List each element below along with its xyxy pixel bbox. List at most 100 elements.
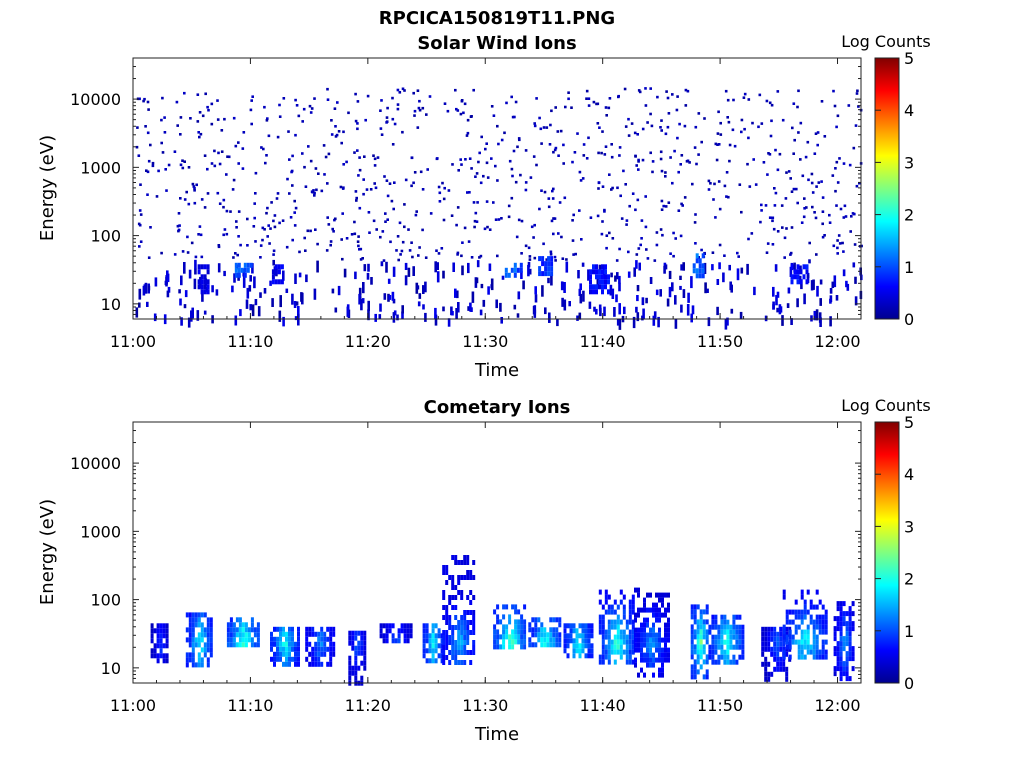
count-pixel <box>486 225 489 229</box>
count-pixel <box>836 239 839 242</box>
count-cell <box>761 646 765 652</box>
count-pixel <box>578 209 581 212</box>
count-cell <box>628 649 632 655</box>
count-pixel <box>308 104 312 108</box>
count-pixel <box>189 117 192 120</box>
count-cell <box>351 630 355 636</box>
count-pixel <box>836 181 840 184</box>
count-cell <box>226 622 230 628</box>
count-cell <box>197 264 201 270</box>
count-pixel <box>856 89 859 93</box>
count-pixel <box>636 312 640 322</box>
count-cell <box>250 617 254 623</box>
count-pixel <box>534 286 537 295</box>
count-pixel <box>624 183 627 186</box>
count-cell <box>448 575 452 580</box>
count-pixel <box>576 315 579 321</box>
count-cell <box>812 639 816 645</box>
count-cell <box>589 269 592 275</box>
count-cell <box>238 617 242 623</box>
count-cell <box>592 289 595 295</box>
count-pixel <box>660 199 664 203</box>
count-pixel <box>144 125 147 128</box>
count-cell <box>502 644 506 650</box>
count-pixel <box>418 293 422 299</box>
count-cell <box>610 649 614 655</box>
count-cell <box>773 631 777 637</box>
count-cell <box>785 644 789 650</box>
count-pixel <box>193 189 196 192</box>
count-cell <box>667 647 670 653</box>
count-cell <box>191 612 195 618</box>
count-pixel <box>191 307 194 319</box>
count-cell <box>320 636 324 642</box>
count-pixel <box>768 153 772 156</box>
count-cell <box>631 594 635 600</box>
count-cell <box>705 609 709 615</box>
count-pixel <box>549 253 553 256</box>
count-cell <box>238 627 242 633</box>
count-pixel <box>581 262 585 267</box>
count-cell <box>764 626 768 632</box>
count-pixel <box>200 198 204 201</box>
count-cell <box>640 607 643 613</box>
count-pixel <box>213 164 217 168</box>
count-pixel <box>601 185 605 188</box>
count-pixel <box>330 133 334 136</box>
count-pixel <box>437 252 441 255</box>
count-cell <box>726 659 730 665</box>
count-cell <box>159 628 163 634</box>
count-pixel <box>513 115 516 119</box>
count-cell <box>637 642 640 648</box>
count-cell <box>460 640 464 645</box>
count-cell <box>288 631 291 637</box>
count-pixel <box>609 284 613 296</box>
count-cell <box>604 634 608 640</box>
count-pixel <box>367 211 371 214</box>
count-pixel <box>485 142 488 145</box>
count-cell <box>425 638 429 644</box>
count-cell <box>622 604 626 610</box>
count-cell <box>836 666 840 672</box>
count-cell <box>705 629 709 635</box>
count-pixel <box>235 220 238 223</box>
count-cell <box>732 634 736 640</box>
count-cell <box>550 256 554 262</box>
count-cell <box>253 627 257 633</box>
count-pixel <box>684 104 688 107</box>
count-pixel <box>272 249 276 253</box>
count-cell <box>800 594 804 600</box>
count-cell <box>279 656 282 662</box>
count-cell <box>317 636 321 642</box>
count-pixel <box>181 166 185 170</box>
count-pixel <box>843 204 847 208</box>
count-pixel <box>527 246 531 250</box>
count-pixel <box>691 305 695 315</box>
count-cell <box>738 629 742 635</box>
count-pixel <box>367 309 370 321</box>
count-cell <box>782 594 786 600</box>
count-cell <box>610 609 614 615</box>
count-pixel <box>215 289 219 296</box>
count-pixel <box>269 280 272 286</box>
count-cell <box>815 589 819 595</box>
count-cell <box>610 604 614 610</box>
count-pixel <box>564 105 567 109</box>
count-cell <box>628 634 632 640</box>
count-pixel <box>267 134 271 138</box>
count-pixel <box>582 290 585 302</box>
colorbar-tick-label: 1 <box>904 622 914 641</box>
count-pixel <box>706 288 709 293</box>
count-cell <box>363 640 367 646</box>
count-cell <box>445 580 449 585</box>
count-cell <box>735 644 739 650</box>
count-cell <box>454 585 458 590</box>
count-cell <box>159 643 163 649</box>
count-pixel <box>563 299 567 311</box>
count-cell <box>514 619 518 625</box>
count-cell <box>690 624 694 630</box>
count-cell <box>241 622 245 628</box>
count-pixel <box>459 112 463 116</box>
